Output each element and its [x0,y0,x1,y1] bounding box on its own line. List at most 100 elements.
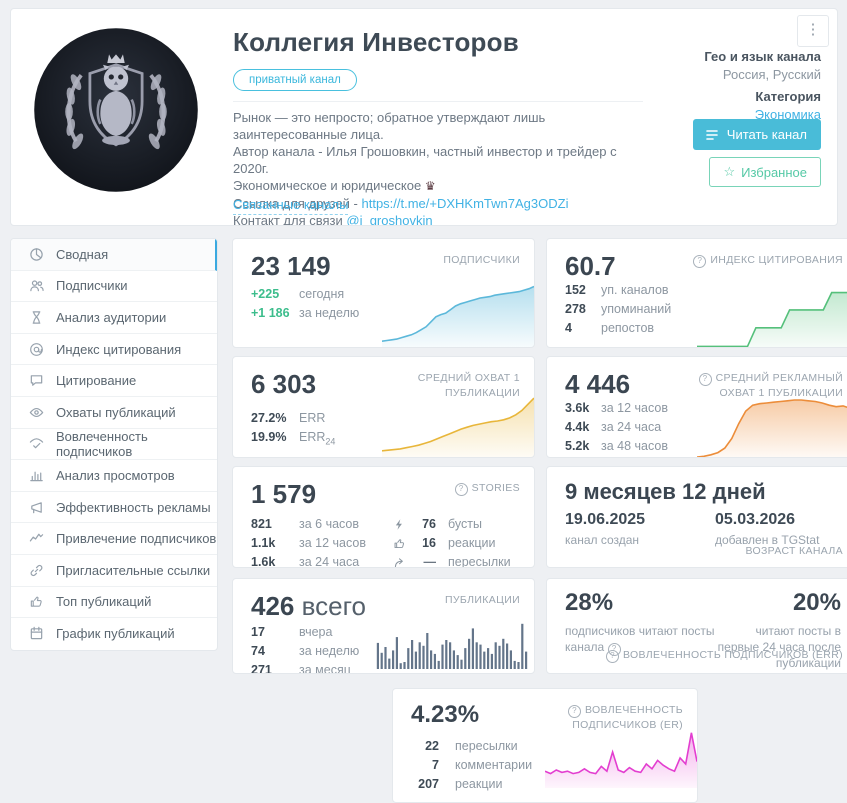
description-line: Контакт для связи @i_groshovkin [233,213,433,226]
users-icon [29,278,44,293]
overview-icon [29,247,44,262]
sidebar-item-engagement[interactable]: Вовлеченность подписчиков [11,429,217,461]
help-icon[interactable] [693,255,707,268]
er-card-label: ВОВЛЕЧЕННОСТЬ ПОДПИСЧИКОВ (ER) [563,703,683,733]
sidebar-item-post-reach[interactable]: Охваты публикаций [11,397,217,429]
help-icon[interactable] [454,483,468,496]
description-line: Экономическое и юридическое ♛ [233,178,436,193]
channel-avatar [30,24,202,196]
sidebar-item-audience-analysis[interactable]: Анализ аудитории [11,302,217,334]
bar-chart-icon [29,468,44,483]
err-card: 28% подписчиков читают посты канала 20% … [546,578,847,674]
ad-reach-stats: 3.6k за 12 часов 4.4k за 24 часа 5.2k за 48… [565,401,668,453]
related-channels-link[interactable]: Связанные каналы [233,197,349,215]
created-date: 19.06.2025 канал создан [565,511,646,547]
ad-reach-value: 4 446 [565,369,631,399]
sidebar-item-citations[interactable]: Цитирование [11,365,217,397]
help-icon[interactable] [698,373,712,386]
description-line: Автор канала - Илья Грошовкин, частный и… [233,144,617,176]
er-stats: 22 пересылки 7 комментарии 207 реакции [418,739,533,791]
sidebar-item-subscriber-acquisition[interactable]: Привлечение подписчиков [11,523,217,555]
ad-reach-card-label: СРЕДНИЙ РЕКЛАМНЫЙ ОХВАТ 1 ПУБЛИКАЦИИ [683,371,843,401]
avg-reach-sparkline [382,395,534,457]
geo-info: Гео и язык канала Россия, Русский [704,49,821,82]
at-circle-icon [29,342,44,357]
more-menu-button[interactable]: ⋮ [797,15,829,47]
sidebar-item-views-analysis[interactable]: Анализ просмотров [11,460,217,492]
subscribers-card-label: ПОДПИСЧИКИ [443,254,520,266]
sidebar-nav: Сводная Подписчики Анализ аудитории Инде… [10,238,218,651]
er-sparkline [545,728,697,788]
sidebar-item-citation-index[interactable]: Индекс цитирования [11,334,217,366]
added-date: 05.03.2026 добавлен в TGStat [715,511,820,547]
sidebar-item-ad-effectiveness[interactable]: Эффективность рекламы [11,492,217,524]
sidebar-item-post-schedule[interactable]: График публикаций [11,618,217,650]
avg-reach-card-label: СРЕДНИЙ ОХВАТ 1 ПУБЛИКАЦИИ [417,372,520,400]
invite-link[interactable]: https://t.me/+DXHKmTwn7Ag3ODZi [361,196,569,211]
channel-title: Коллегия Инвесторов [233,27,519,57]
stories-value: 1 579 [251,479,317,509]
citation-index-value: 60.7 [565,251,616,281]
subscribers-card: 23 149 ПОДПИСЧИКИ +225 сегодня +1 186 за н… [232,238,535,348]
avg-reach-card: 6 303 СРЕДНИЙ ОХВАТ 1 ПУБЛИКАЦИИ 27.2% ER… [232,356,535,458]
channel-age-card: 9 месяцев 12 дней 19.06.2025 канал созда… [546,466,847,568]
favorite-button[interactable]: ☆ Избранное [709,157,821,187]
category-info: Категория Экономика [755,89,821,122]
star-icon: ☆ [723,164,736,179]
header-divider [233,101,643,102]
link-icon [29,563,44,578]
sidebar-item-subscribers[interactable]: Подписчики [11,271,217,303]
megaphone-icon [29,500,44,515]
posts-value: 426 всего [251,591,366,621]
avg-reach-value: 6 303 [251,369,317,399]
sidebar-item-invite-links[interactable]: Пригласительные ссылки [11,555,217,587]
contact-link[interactable]: @i_groshovkin [346,213,433,226]
category-link[interactable]: Экономика [754,107,821,122]
citation-sparkline [697,283,847,347]
sidebar-item-overview[interactable]: Сводная [11,239,217,271]
line-chart-icon [29,531,44,546]
subscribers-sparkline [382,275,534,347]
boost-bolt-icon [393,518,406,531]
eye-check-icon [29,436,44,451]
avg-reach-stats: 27.2% ERR 19.9% ERR24 [251,411,336,447]
er-card: 4.23% ВОВЛЕЧЕННОСТЬ ПОДПИСЧИКОВ (ER) 22п… [392,688,698,803]
eye-icon [29,405,44,420]
ad-reach-sparkline [697,383,847,457]
hourglass-icon [29,310,44,325]
sidebar-item-top-posts[interactable]: Топ публикаций [11,587,217,619]
channel-header-card: Коллегия Инвесторов приватный канал Рыно… [10,8,838,226]
ad-reach-card: 4 446 СРЕДНИЙ РЕКЛАМНЫЙ ОХВАТ 1 ПУБЛИКАЦ… [546,356,847,458]
channel-age-label: ВОЗРАСТ КАНАЛА [745,545,843,557]
geo-label: Гео и язык канала [704,49,821,64]
forward-arrow-icon [393,556,406,568]
stories-left-stats: 821 за 6 часов 1.1k за 12 часов 1.6k за 24 … [251,517,366,568]
posts-bar-chart [376,611,528,669]
read-lines-icon [705,129,719,141]
category-label: Категория [755,89,821,104]
err-left: 28% подписчиков читают посты канала [565,589,730,656]
private-channel-badge: приватный канал [233,69,357,91]
help-icon[interactable] [606,650,620,663]
channel-description: Рынок — это непросто; обратное утверждаю… [233,109,653,226]
er-value: 4.23% [411,701,480,728]
calendar-icon [29,626,44,641]
kebab-menu-icon: ⋮ [805,21,821,38]
err-right: 20% читают посты в первые 24 часа после … [717,589,841,670]
read-channel-button[interactable]: Читать канал [692,119,821,150]
geo-value: Россия, Русский [722,67,821,82]
description-line: Рынок — это непросто; обратное утверждаю… [233,110,546,142]
channel-age-value: 9 месяцев 12 дней [565,479,766,504]
posts-card: 426 всего ПУБЛИКАЦИИ 17 вчера 74 за неделю… [232,578,535,674]
citation-stats: 152 уп. каналов 278 упоминаний 4 репостов [565,283,672,335]
subscribers-value: 23 149 [251,251,331,281]
subscribers-stats: +225 сегодня +1 186 за неделю [251,287,360,320]
speech-bubble-icon [29,373,44,388]
citation-index-card-label: ИНДЕКС ЦИТИРОВАНИЯ [693,253,843,268]
err-card-label: ВОВЛЕЧЕННОСТЬ ПОДПИСЧИКОВ (ERR) [606,649,843,663]
thumbs-up-icon [29,594,44,609]
posts-card-label: ПУБЛИКАЦИИ [444,594,520,606]
help-icon[interactable] [567,705,581,718]
